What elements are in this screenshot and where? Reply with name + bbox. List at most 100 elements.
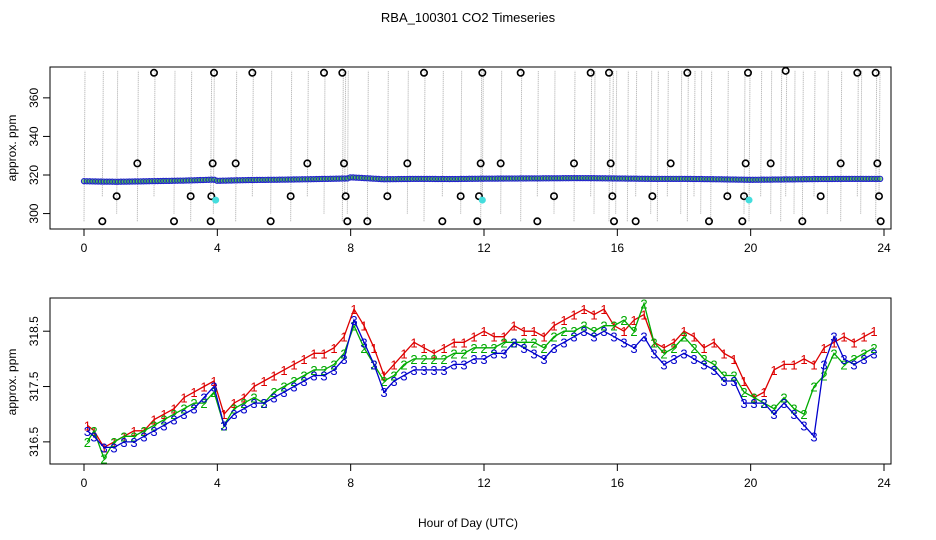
series-point-label: 3 [590, 330, 597, 345]
bottom-panel: approx. ppm 0 4 8 12 16 20 24 316.5317.5318.5 … [5, 297, 892, 490]
series-point-label: 2 [650, 335, 657, 350]
series-point-label: 2 [360, 341, 367, 356]
series-point-label: 3 [850, 357, 857, 372]
series-point-label: 1 [770, 363, 777, 378]
series-point-label: 3 [190, 402, 197, 417]
spike-line [611, 70, 614, 197]
series-point-label: 1 [520, 324, 527, 339]
spike-line [878, 70, 881, 197]
bottom-plot-frame [49, 297, 892, 465]
black-point [739, 192, 748, 201]
series-point-label: 1 [360, 319, 367, 334]
series-point-label: 2 [390, 368, 397, 383]
series-point-label: 3 [810, 429, 817, 444]
black-point [549, 192, 558, 201]
black-point [608, 192, 617, 201]
series-point-label: 3 [440, 363, 447, 378]
series-point-label: 1 [510, 319, 517, 334]
series-line [86, 307, 875, 449]
series-point-label: 1 [160, 407, 167, 422]
spike-line [406, 70, 409, 214]
series-point-label: 3 [150, 424, 157, 439]
series-point-label: 2 [300, 368, 307, 383]
y-tick-label: 316.5 [27, 427, 41, 457]
series-point-label: 2 [210, 385, 217, 400]
series-point-label: 1 [130, 424, 137, 439]
series-point-label: 2 [440, 352, 447, 367]
black-point [836, 159, 845, 168]
series-point-label: 3 [410, 363, 417, 378]
series-point-label: 1 [280, 363, 287, 378]
series-point-label: 1 [740, 374, 747, 389]
black-point [186, 192, 195, 201]
series-point-label: 3 [260, 396, 267, 411]
series-point-label: 3 [520, 341, 527, 356]
series-point-label: 2 [740, 385, 747, 400]
black-point [456, 192, 465, 201]
series-point-label: 3 [610, 330, 617, 345]
series-point-label: 2 [290, 374, 297, 389]
series-point-label: 3 [860, 352, 867, 367]
top-x-axis: 0 4 8 12 16 20 24 [81, 229, 891, 255]
series-point-label: 3 [510, 335, 517, 350]
black-point [208, 159, 217, 168]
series-point-label: 1 [330, 341, 337, 356]
series-point-label: 1 [530, 324, 537, 339]
spike-line [323, 70, 326, 214]
black-point [403, 159, 412, 168]
series-point-label: 1 [800, 352, 807, 367]
series-point-label: 1 [320, 346, 327, 361]
black-point [874, 192, 883, 201]
series-point-label: 3 [450, 357, 457, 372]
y-tick-label: 320 [27, 165, 41, 185]
series-point-label: 3 [480, 352, 487, 367]
spike-line [826, 70, 829, 214]
black-point [496, 159, 505, 168]
black-point [473, 217, 482, 226]
series-point-label: 2 [820, 368, 827, 383]
series-point-label: 3 [550, 341, 557, 356]
chart-title: RBA_100301 CO2 Timeseries [381, 10, 556, 25]
black-point [743, 68, 752, 77]
series-point-label: 2 [450, 346, 457, 361]
series-point-label: 3 [730, 374, 737, 389]
series-point-label: 1 [350, 302, 357, 317]
series-point-label: 1 [270, 368, 277, 383]
black-point [206, 217, 215, 226]
bottom-y-axis-label: approx. ppm [5, 349, 19, 416]
series-point-label: 3 [340, 352, 347, 367]
black-point [303, 159, 312, 168]
series-point-label: 3 [670, 352, 677, 367]
series-point-label: 2 [570, 324, 577, 339]
black-point [604, 68, 613, 77]
black-point [438, 217, 447, 226]
series-point-label: 3 [420, 363, 427, 378]
series-point-label: 1 [870, 324, 877, 339]
x-tick-label: 8 [347, 241, 354, 255]
series-point-label: 2 [160, 413, 167, 428]
series-point-label: 1 [370, 341, 377, 356]
black-point [704, 217, 713, 226]
series-point-label: 2 [380, 374, 387, 389]
series-point-label: 1 [550, 319, 557, 334]
series-point-label: 1 [670, 335, 677, 350]
spike-line [386, 70, 389, 197]
series-point-label: 1 [200, 380, 207, 395]
series-point-label: 2 [580, 319, 587, 334]
series-point-label: 2 [410, 352, 417, 367]
series-point-label: 2 [670, 341, 677, 356]
series-point-label: 1 [680, 324, 687, 339]
series-point-label: 2 [810, 380, 817, 395]
series-point-label: 1 [600, 302, 607, 317]
series-point-label: 3 [830, 330, 837, 345]
series-point-label: 3 [210, 380, 217, 395]
black-point [98, 217, 107, 226]
series-point-label: 3 [620, 335, 627, 350]
series-point-label: 1 [440, 341, 447, 356]
series-point-label: 3 [290, 380, 297, 395]
series-point-label: 2 [660, 346, 667, 361]
black-point [383, 192, 392, 201]
black-point [343, 217, 352, 226]
